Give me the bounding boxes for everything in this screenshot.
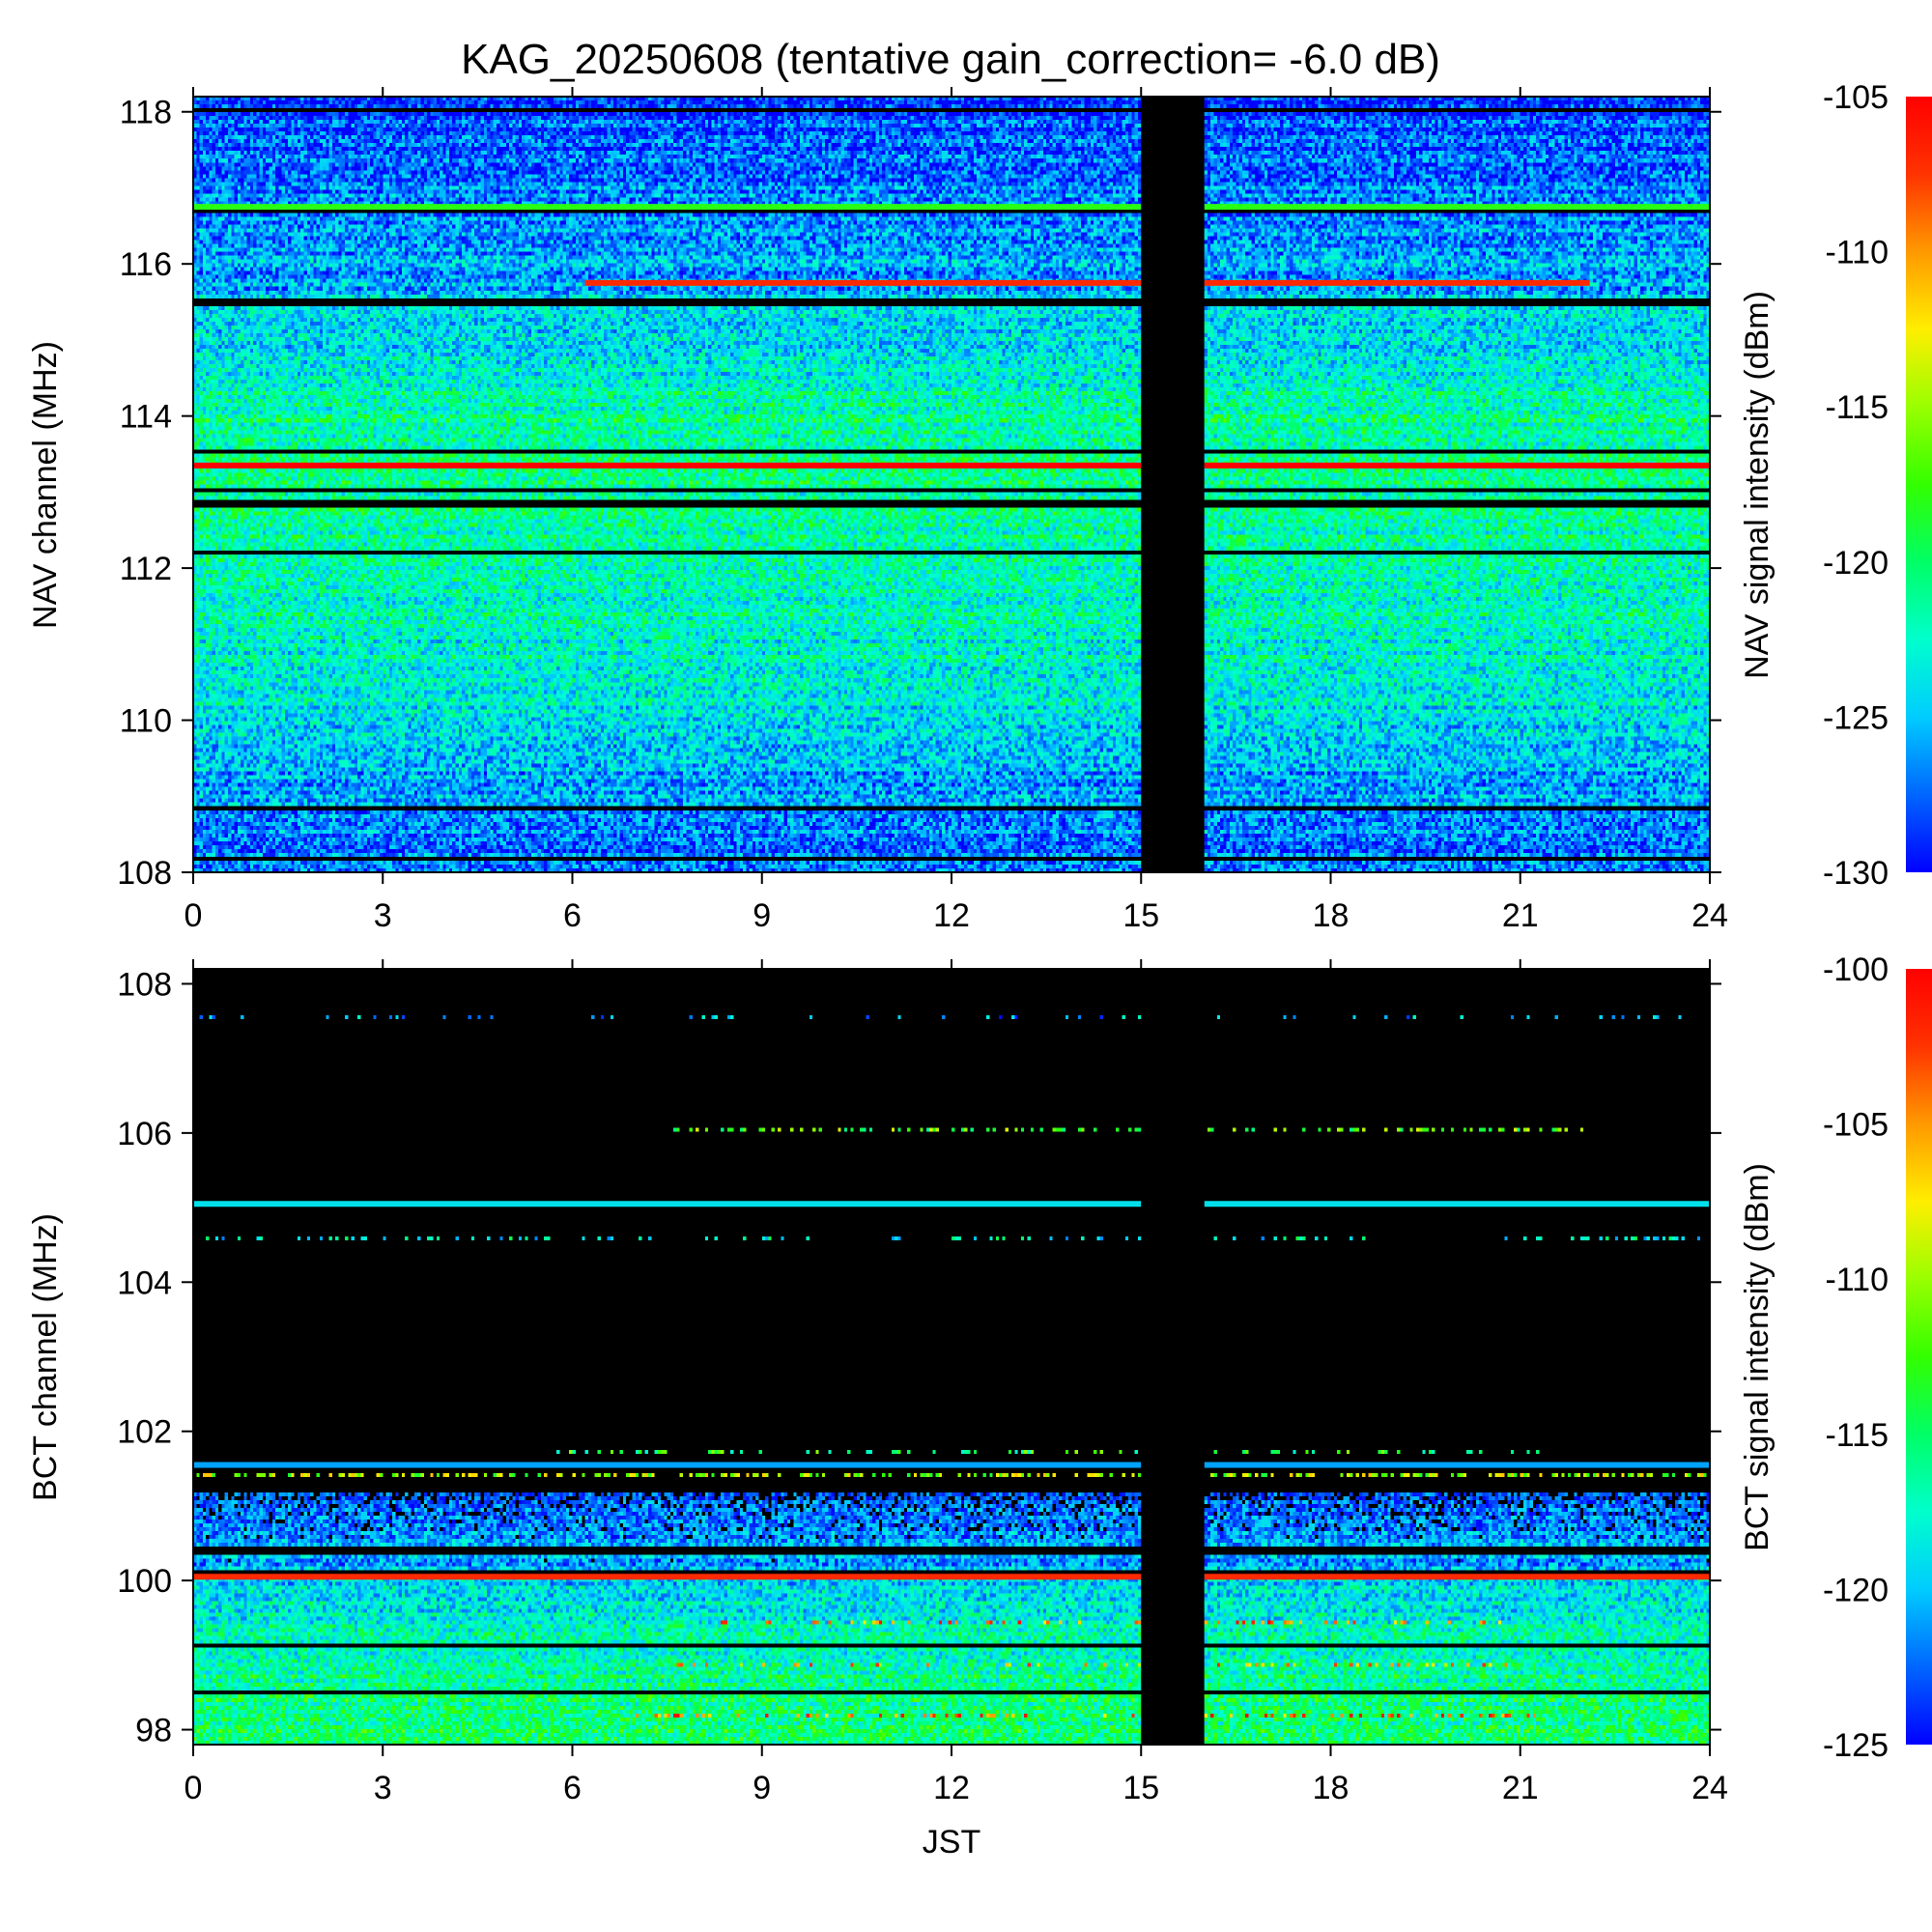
bct-heatmap	[193, 969, 1710, 1745]
nav-y-tick-label: 116	[120, 246, 172, 283]
bct-y-axis-label: BCT channel (MHz)	[27, 1213, 64, 1501]
nav-colorbar-tick-label: -120	[1823, 545, 1889, 582]
bct-x-tick-label: 3	[374, 1770, 392, 1806]
nav-y-tick-label: 118	[120, 95, 172, 131]
bct-x-tick-label: 9	[753, 1770, 771, 1806]
nav-no-data-gap	[1141, 97, 1205, 872]
bct-y-tick-label: 102	[117, 1414, 172, 1451]
bct-colorbar-tick-label: -100	[1823, 952, 1889, 988]
bct-x-tick-label: 0	[185, 1770, 203, 1806]
nav-y-tick-label: 112	[120, 551, 172, 587]
nav-y-tick-label: 108	[117, 855, 172, 892]
nav-colorbar-label: NAV signal intensity (dBm)	[1739, 291, 1776, 679]
bct-colorbar-tick-label: -110	[1825, 1262, 1889, 1298]
bct-x-tick-label: 6	[563, 1770, 582, 1806]
nav-x-tick-label: 18	[1313, 897, 1350, 934]
nav-x-axis: 0 3 6 9 12 15 18 21 24	[185, 87, 1728, 934]
nav-x-tick-label: 6	[563, 897, 582, 934]
bct-panel: 0 3 6 9 12 15 18 21 24 98 100 102 104 106 108 BCT cha…	[27, 952, 1932, 1806]
nav-panel: 0 3 6 9 12 15 18 21 24 108 110 112 114 116 118 NAV ch…	[27, 79, 1932, 934]
nav-y-axis-label: NAV channel (MHz)	[27, 341, 64, 629]
bct-x-tick-label: 18	[1313, 1770, 1350, 1806]
bct-colorbar-tick-label: -125	[1823, 1727, 1889, 1764]
bct-y-tick-label: 100	[117, 1563, 172, 1600]
nav-colorbar-tick-label: -110	[1825, 235, 1889, 271]
nav-x-tick-label: 3	[374, 897, 392, 934]
bct-x-tick-label: 24	[1691, 1770, 1728, 1806]
bct-no-data-gap	[1141, 969, 1205, 1745]
nav-colorbar-tick-label: -125	[1823, 699, 1889, 736]
bct-y-tick-label: 98	[135, 1713, 172, 1749]
nav-y-tick-label: 114	[120, 399, 172, 436]
nav-x-tick-label: 0	[185, 897, 203, 934]
x-axis-label: JST	[923, 1824, 980, 1861]
nav-colorbar-tick-label: -115	[1825, 389, 1889, 426]
bct-y-axis: 98 100 102 104 106 108	[117, 966, 1721, 1749]
nav-colorbar: -105 -110 -115 -120 -125 -130	[1823, 79, 1932, 892]
bct-x-tick-label: 21	[1502, 1770, 1539, 1806]
nav-y-tick-label: 110	[120, 703, 172, 740]
bct-y-tick-label: 108	[117, 966, 172, 1003]
bct-y-tick-label: 104	[117, 1264, 172, 1301]
nav-colorbar-tick-label: -105	[1823, 79, 1889, 116]
bct-heatmap-raster	[193, 969, 1710, 1745]
nav-x-tick-label: 9	[753, 897, 771, 934]
bct-colorbar-label: BCT signal intensity (dBm)	[1739, 1163, 1776, 1551]
bct-colorbar: -100 -105 -110 -115 -120 -125	[1823, 952, 1932, 1764]
nav-heatmap	[193, 97, 1710, 872]
bct-x-axis: 0 3 6 9 12 15 18 21 24	[185, 959, 1728, 1806]
bct-x-tick-label: 15	[1122, 1770, 1159, 1806]
bct-y-tick-label: 106	[117, 1116, 172, 1152]
nav-x-tick-label: 12	[933, 897, 970, 934]
nav-x-tick-label: 21	[1502, 897, 1539, 934]
nav-heatmap-raster	[193, 97, 1710, 872]
nav-colorbar-tick-label: -130	[1823, 855, 1889, 892]
nav-colorbar-gradient	[1906, 97, 1932, 872]
bct-colorbar-gradient	[1906, 969, 1932, 1745]
nav-x-tick-label: 24	[1691, 897, 1728, 934]
nav-y-axis: 108 110 112 114 116 118	[117, 95, 1721, 892]
bct-colorbar-tick-label: -120	[1823, 1572, 1889, 1608]
bct-colorbar-tick-label: -105	[1823, 1107, 1889, 1144]
bct-colorbar-tick-label: -115	[1825, 1417, 1889, 1454]
nav-x-tick-label: 15	[1122, 897, 1159, 934]
figure-title: KAG_20250608 (tentative gain_correction=…	[461, 36, 1440, 83]
bct-x-tick-label: 12	[933, 1770, 970, 1806]
